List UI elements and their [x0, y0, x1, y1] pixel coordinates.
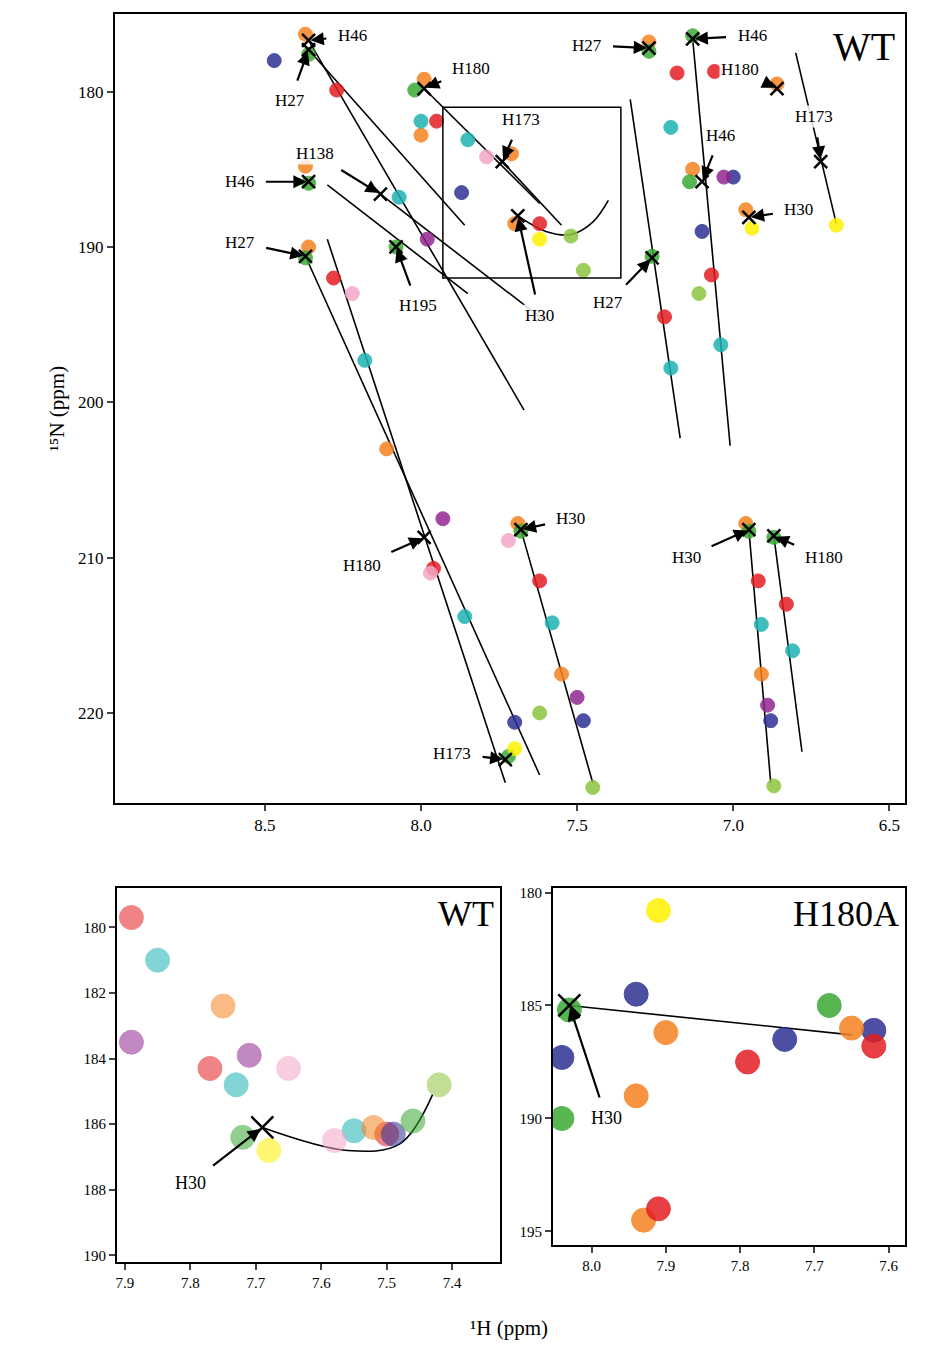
- svg-text:H30: H30: [784, 200, 813, 219]
- svg-text:6.5: 6.5: [879, 816, 900, 835]
- svg-text:7.0: 7.0: [723, 816, 744, 835]
- svg-text:H46: H46: [706, 126, 735, 145]
- svg-text:190: 190: [78, 238, 104, 257]
- svg-text:H27: H27: [572, 36, 602, 55]
- svg-text:H173: H173: [795, 107, 833, 126]
- svg-text:H180: H180: [721, 60, 759, 79]
- svg-text:186: 186: [84, 1116, 107, 1132]
- svg-text:WT: WT: [833, 24, 895, 69]
- svg-text:H30: H30: [556, 509, 585, 528]
- svg-text:H180: H180: [343, 556, 381, 575]
- svg-text:180: 180: [78, 83, 104, 102]
- svg-text:180: 180: [520, 885, 543, 901]
- svg-text:180: 180: [84, 920, 107, 936]
- svg-text:188: 188: [84, 1182, 107, 1198]
- svg-text:H180: H180: [805, 548, 843, 567]
- svg-text:7.7: 7.7: [246, 1275, 265, 1291]
- svg-text:H27: H27: [275, 91, 305, 110]
- svg-text:7.9: 7.9: [657, 1258, 676, 1274]
- svg-text:7.4: 7.4: [443, 1275, 462, 1291]
- svg-text:H180: H180: [452, 59, 490, 78]
- svg-text:H180A: H180A: [793, 894, 899, 934]
- svg-text:7.6: 7.6: [879, 1258, 898, 1274]
- svg-text:182: 182: [84, 985, 107, 1001]
- svg-text:¹⁵N (ppm): ¹⁵N (ppm): [45, 366, 69, 451]
- svg-text:220: 220: [78, 704, 104, 723]
- svg-text:7.5: 7.5: [377, 1275, 396, 1291]
- svg-text:H30: H30: [591, 1108, 622, 1128]
- svg-text:H173: H173: [433, 744, 471, 763]
- svg-text:8.5: 8.5: [254, 816, 275, 835]
- svg-text:210: 210: [78, 549, 104, 568]
- svg-text:H30: H30: [672, 548, 701, 567]
- svg-text:H138: H138: [296, 144, 334, 163]
- svg-text:200: 200: [78, 393, 104, 412]
- svg-text:7.6: 7.6: [312, 1275, 331, 1291]
- svg-text:WT: WT: [438, 894, 494, 934]
- svg-text:7.8: 7.8: [731, 1258, 750, 1274]
- svg-text:7.7: 7.7: [805, 1258, 824, 1274]
- svg-text:H46: H46: [738, 26, 767, 45]
- svg-text:H195: H195: [399, 296, 437, 315]
- svg-text:184: 184: [84, 1051, 107, 1067]
- svg-text:7.5: 7.5: [567, 816, 588, 835]
- svg-text:7.9: 7.9: [115, 1275, 134, 1291]
- svg-text:8.0: 8.0: [582, 1258, 601, 1274]
- svg-text:195: 195: [520, 1224, 543, 1240]
- svg-text:H30: H30: [175, 1173, 206, 1193]
- svg-text:H27: H27: [225, 233, 255, 252]
- svg-text:H46: H46: [338, 26, 367, 45]
- svg-text:8.0: 8.0: [410, 816, 431, 835]
- svg-text:190: 190: [84, 1248, 107, 1264]
- svg-text:H30: H30: [525, 306, 554, 325]
- svg-text:7.8: 7.8: [181, 1275, 200, 1291]
- svg-text:¹H (ppm): ¹H (ppm): [470, 1316, 548, 1340]
- svg-text:H173: H173: [502, 110, 540, 129]
- svg-text:190: 190: [520, 1111, 543, 1127]
- svg-text:H46: H46: [225, 172, 254, 191]
- svg-text:185: 185: [520, 998, 543, 1014]
- svg-text:H27: H27: [593, 293, 623, 312]
